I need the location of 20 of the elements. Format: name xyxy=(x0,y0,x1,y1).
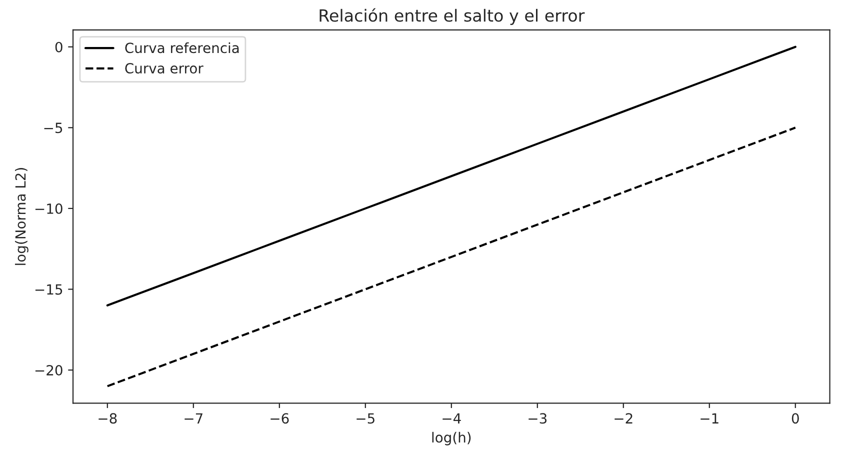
x-tick-label: −4 xyxy=(442,413,461,424)
x-tick-label: −7 xyxy=(184,413,202,424)
x-axis-title: log(h) xyxy=(432,432,471,446)
x-tick-label: −5 xyxy=(356,413,374,424)
y-tick-label: 0 xyxy=(55,42,62,52)
x-tick-label: −6 xyxy=(270,413,289,424)
x-tick-label: −3 xyxy=(528,413,547,424)
x-tick-label: 0 xyxy=(792,413,799,424)
legend-label: Curva error xyxy=(125,63,204,74)
chart-title: Relación entre el salto y el error xyxy=(320,8,585,26)
x-tick-label: −1 xyxy=(700,413,718,424)
y-tick-label: −5 xyxy=(44,122,62,134)
y-axis-title: log(Norma L2) xyxy=(14,168,28,265)
line-series xyxy=(106,126,796,388)
x-tick-label: −8 xyxy=(98,413,117,424)
y-tick-label: −20 xyxy=(35,365,62,376)
y-tick-label: −15 xyxy=(35,284,62,295)
y-tick-label: −10 xyxy=(35,203,62,214)
x-tick-label: −2 xyxy=(614,413,632,424)
legend-label: Curva referencia xyxy=(125,42,239,54)
